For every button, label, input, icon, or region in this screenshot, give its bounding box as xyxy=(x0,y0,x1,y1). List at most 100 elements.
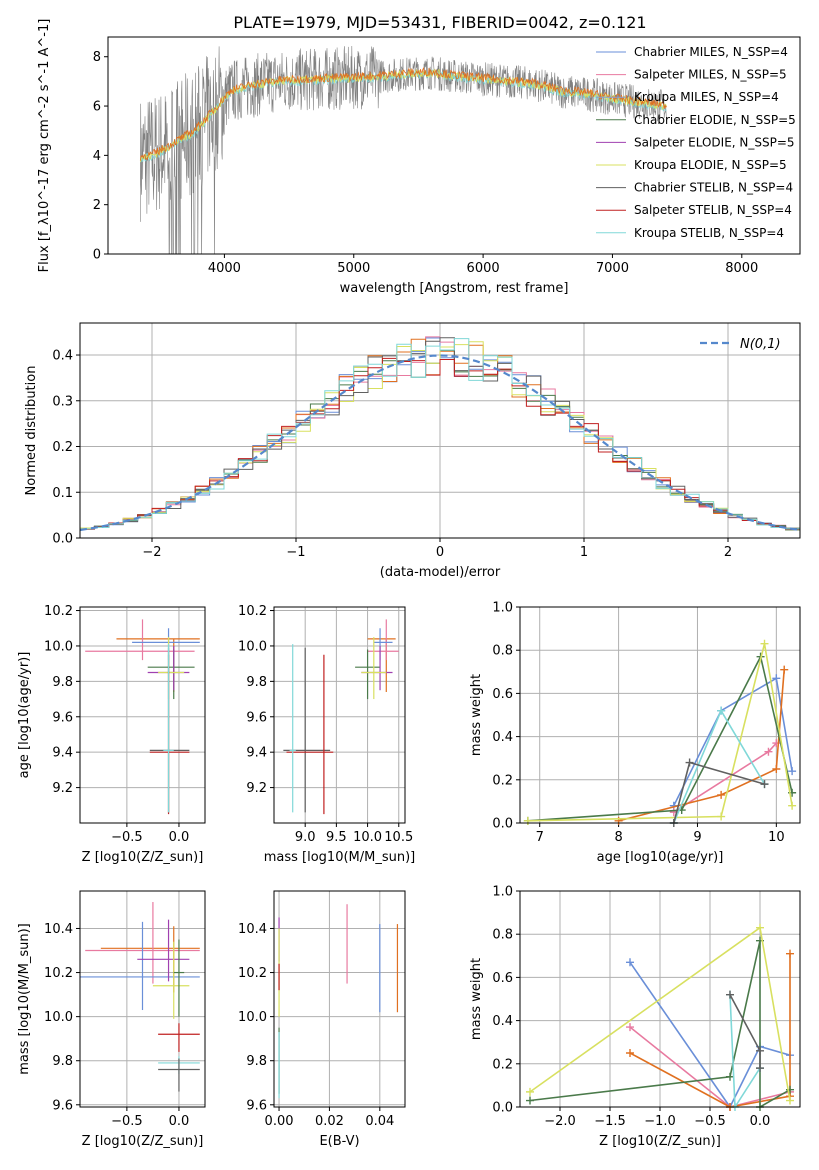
y-tick-label: 0.6 xyxy=(492,687,513,702)
legend-label: Salpeter ELODIE, N_SSP=5 xyxy=(634,135,795,149)
weight-point-marker xyxy=(717,812,726,821)
y-tick-label: 9.8 xyxy=(52,675,73,690)
y-tick-label: 0.8 xyxy=(492,928,513,943)
mass-vs-metallicity-panel: −0.5 0.0 9.6 9.8 10.0 10.2 10.4 Z [log10(Z/Z_su… xyxy=(17,890,206,1149)
x-axis-label: (data-model)/error xyxy=(380,565,501,580)
y-axis-label: mass [log10(M/M_sun)] xyxy=(17,923,32,1075)
y-tick-label: 8 xyxy=(93,50,101,65)
y-tick-label: 10.0 xyxy=(44,639,73,654)
x-tick-label: −2.0 xyxy=(544,1114,576,1129)
y-tick-label: 0.3 xyxy=(52,394,73,409)
observed-spectrum xyxy=(140,45,667,254)
histogram-series xyxy=(80,338,800,530)
weight-point-marker xyxy=(626,1023,634,1032)
y-tick-label: 10.4 xyxy=(238,922,267,937)
weight-point-marker xyxy=(756,1046,764,1055)
y-tick-label: 10.0 xyxy=(44,1010,73,1025)
histogram-series xyxy=(80,341,800,529)
y-axis-label: age [log10(age/yr)] xyxy=(17,652,32,779)
weight-point-marker xyxy=(526,1096,534,1105)
y-tick-label: 0.6 xyxy=(492,971,513,986)
legend-label: N(0,1) xyxy=(740,337,781,352)
x-tick-label: 2 xyxy=(724,545,732,560)
errorbar-group xyxy=(85,619,200,815)
weight-point-marker xyxy=(717,790,726,799)
weight-point-marker xyxy=(626,958,634,967)
y-tick-label: 0.1 xyxy=(52,486,73,501)
y-tick-label: 0.2 xyxy=(52,440,73,455)
x-tick-label: −0.5 xyxy=(111,1114,143,1129)
y-tick-label: 9.6 xyxy=(246,1098,267,1113)
age-vs-metallicity-panel: −0.5 0.0 9.2 9.4 9.6 9.8 10.0 10.2 Z [log10(Z/Z_… xyxy=(17,604,206,865)
legend-label: Chabrier STELIB, N_SSP=4 xyxy=(634,181,793,195)
x-tick-label: 8000 xyxy=(725,261,758,276)
x-tick-label: 10.0 xyxy=(353,830,382,845)
axes-frame xyxy=(79,890,206,1108)
weight-point-marker xyxy=(788,767,797,776)
residual-histogram-panel: −2 −1 0 1 2 0.0 0.1 0.2 0.3 0.4 (data-model)/error… xyxy=(24,322,801,580)
weight-point-marker xyxy=(726,990,734,999)
x-tick-label: 9.5 xyxy=(326,830,347,845)
x-tick-label: 0.0 xyxy=(169,830,190,845)
weight-point-marker xyxy=(523,816,532,825)
y-tick-label: 9.4 xyxy=(246,746,267,761)
y-tick-label: 10.0 xyxy=(238,639,267,654)
weight-point-marker xyxy=(760,780,769,789)
y-tick-label: 0.0 xyxy=(492,817,513,832)
y-axis-label: mass weight xyxy=(469,958,484,1040)
y-tick-label: 9.8 xyxy=(246,675,267,690)
x-tick-label: 7000 xyxy=(596,261,629,276)
axes-frame xyxy=(79,322,801,539)
weight-point-marker xyxy=(772,765,781,773)
y-tick-label: 9.6 xyxy=(52,1098,73,1113)
gaussian-reference-line xyxy=(80,354,800,532)
y-tick-label: 0.0 xyxy=(492,1101,513,1116)
figure-title: PLATE=1979, MJD=53431, FIBERID=0042, z=0… xyxy=(233,13,646,32)
weight-point-marker xyxy=(726,1072,734,1081)
weight-series-line xyxy=(673,677,793,807)
weight-vs-metallicity-panel: −2.0 −1.5 −1.0 −0.5 0.0 0.0 0.2 0.4 0.6 0.8 1.0 Z [… xyxy=(469,885,801,1149)
x-tick-label: 7 xyxy=(536,830,544,845)
y-tick-label: 9.6 xyxy=(246,710,267,725)
x-tick-label: 0.00 xyxy=(265,1114,294,1129)
weight-series-line xyxy=(527,643,793,822)
x-tick-label: 0.0 xyxy=(750,1114,771,1129)
weight-point-marker xyxy=(780,665,789,674)
x-axis-label: E(B-V) xyxy=(319,1134,359,1149)
x-tick-label: 9 xyxy=(693,830,701,845)
errorbar-group xyxy=(283,619,399,815)
x-tick-label: −0.5 xyxy=(111,830,143,845)
x-tick-label: 6000 xyxy=(467,261,500,276)
model-spectrum xyxy=(139,68,667,163)
x-tick-label: 0 xyxy=(436,545,444,560)
x-tick-label: 9.0 xyxy=(295,830,316,845)
weight-series-line xyxy=(673,708,766,824)
legend-label: Chabrier ELODIE, N_SSP=5 xyxy=(634,113,796,127)
y-tick-label: 6 xyxy=(93,100,101,115)
axes-frame xyxy=(273,890,406,1108)
weight-point-marker xyxy=(786,1096,794,1105)
axes-frame xyxy=(107,36,801,255)
y-tick-label: 0.2 xyxy=(492,773,513,788)
y-tick-label: 0.4 xyxy=(492,1014,513,1029)
weight-series-line xyxy=(618,669,785,822)
x-tick-label: 0.04 xyxy=(365,1114,394,1129)
histogram-series xyxy=(80,337,800,530)
y-tick-label: 0.0 xyxy=(52,532,73,547)
x-tick-label: 5000 xyxy=(337,261,370,276)
mass-vs-ebv-panel: 0.00 0.02 0.04 9.6 9.8 10.0 10.2 10.4 E(B-V) xyxy=(238,890,406,1149)
y-tick-label: 10.2 xyxy=(44,604,73,619)
x-tick-label: 8 xyxy=(614,830,622,845)
y-axis-label: Normed distribution xyxy=(24,366,39,496)
x-tick-label: 0.02 xyxy=(315,1114,344,1129)
histogram-series xyxy=(80,357,800,530)
y-tick-label: 1.0 xyxy=(492,885,513,900)
y-tick-label: 2 xyxy=(93,198,101,213)
weight-point-marker xyxy=(626,1049,634,1057)
y-tick-label: 9.6 xyxy=(52,710,73,725)
legend-label: Salpeter MILES, N_SSP=5 xyxy=(634,68,787,82)
x-tick-label: −1.0 xyxy=(644,1114,676,1129)
y-tick-label: 0 xyxy=(93,248,101,263)
